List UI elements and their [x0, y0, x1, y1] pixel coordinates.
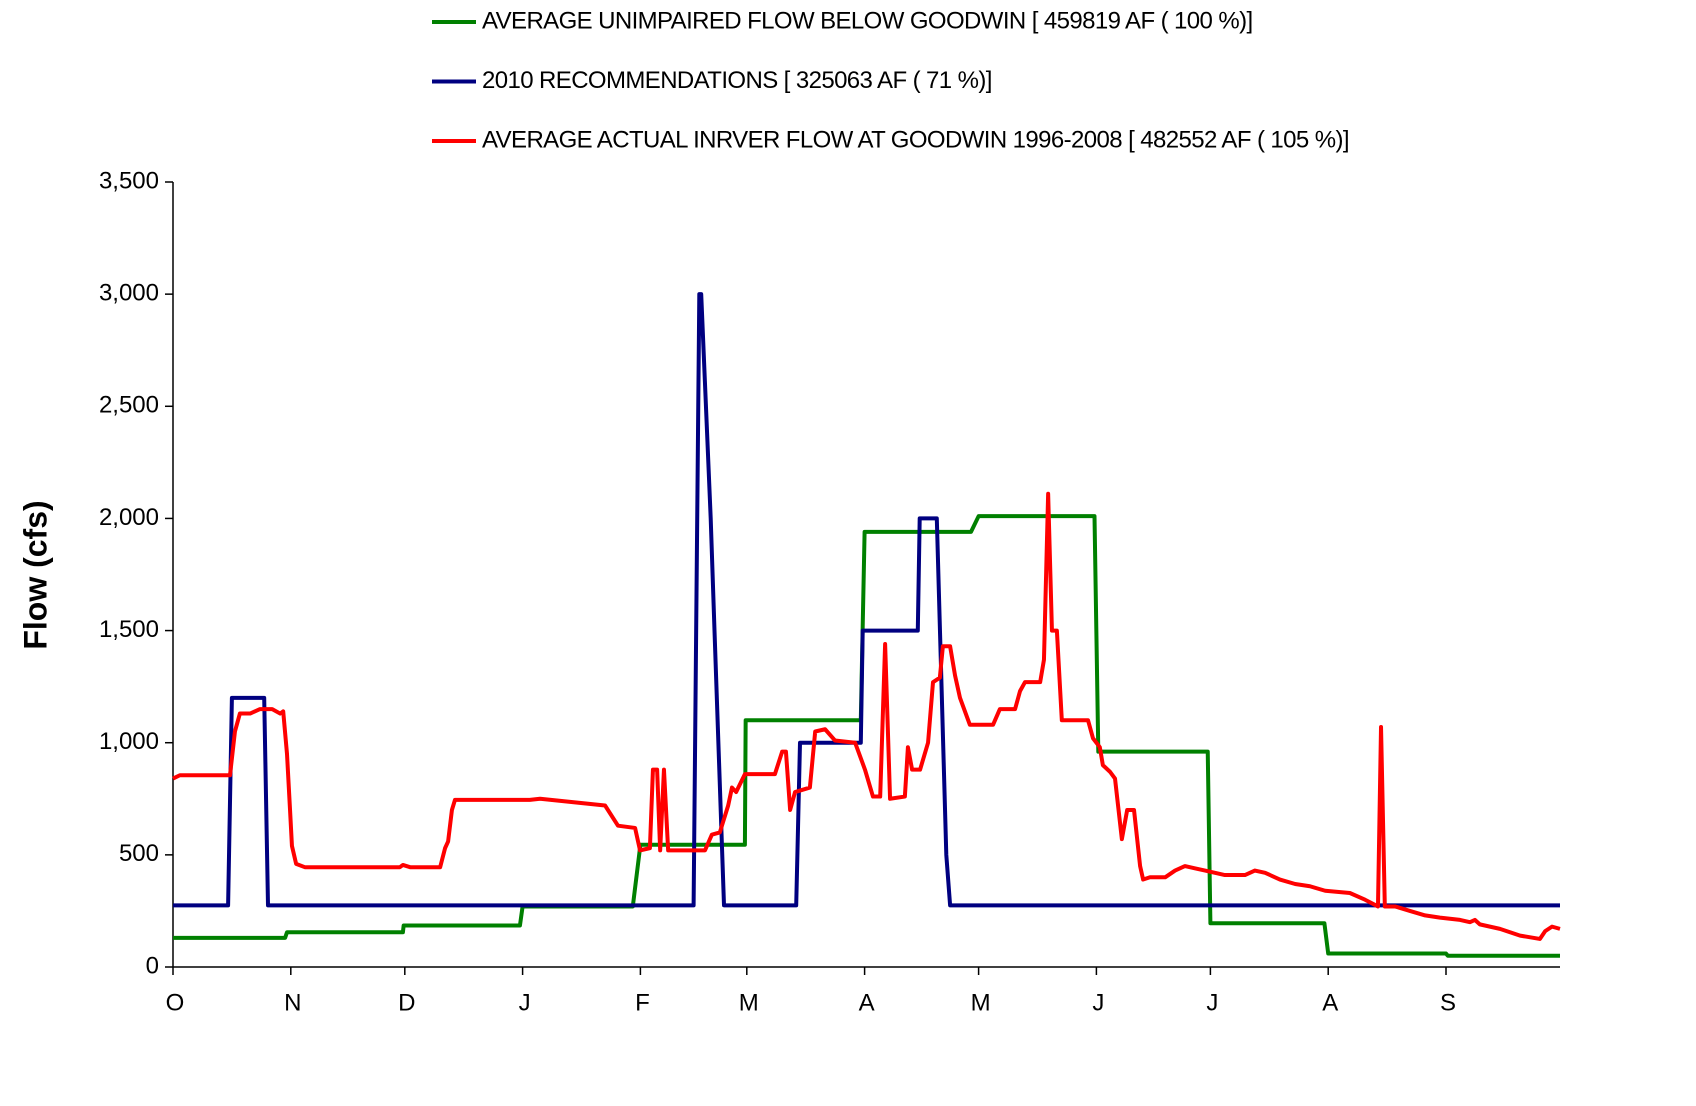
y-tick-label: 1,500 [99, 616, 159, 643]
y-tick-label: 2,000 [99, 504, 159, 531]
legend-label: 2010 RECOMMENDATIONS [ 325063 AF ( 71 %)… [482, 67, 992, 94]
x-tick-label: S [1440, 989, 1456, 1016]
data-line [173, 514, 1560, 958]
legend-label: AVERAGE ACTUAL INRVER FLOW AT GOODWIN 19… [482, 126, 1349, 153]
data-line [172, 491, 1561, 941]
x-tick-label: N [284, 989, 301, 1016]
legend-label: AVERAGE UNIMPAIRED FLOW BELOW GOODWIN [ … [482, 7, 1253, 34]
x-tick-label: O [166, 989, 185, 1016]
x-tick-label: A [1322, 989, 1338, 1016]
x-tick-label: M [739, 989, 759, 1016]
x-tick-label: A [859, 989, 875, 1016]
x-tick-label: F [635, 989, 650, 1016]
x-tick-label: M [971, 989, 991, 1016]
y-tick-label: 1,000 [99, 728, 159, 755]
y-tick-label: 3,000 [99, 279, 159, 306]
data-line [173, 292, 1560, 908]
y-tick-label: 500 [119, 840, 159, 867]
x-tick-label: J [1092, 989, 1104, 1016]
x-tick-label: J [519, 989, 531, 1016]
y-tick-label: 3,500 [99, 167, 159, 194]
y-tick-label: 0 [146, 952, 159, 979]
y-tick-label: 2,500 [99, 392, 159, 419]
x-tick-label: J [1206, 989, 1218, 1016]
x-tick-label: D [398, 989, 415, 1016]
y-axis-label: Flow (cfs) [17, 500, 53, 649]
